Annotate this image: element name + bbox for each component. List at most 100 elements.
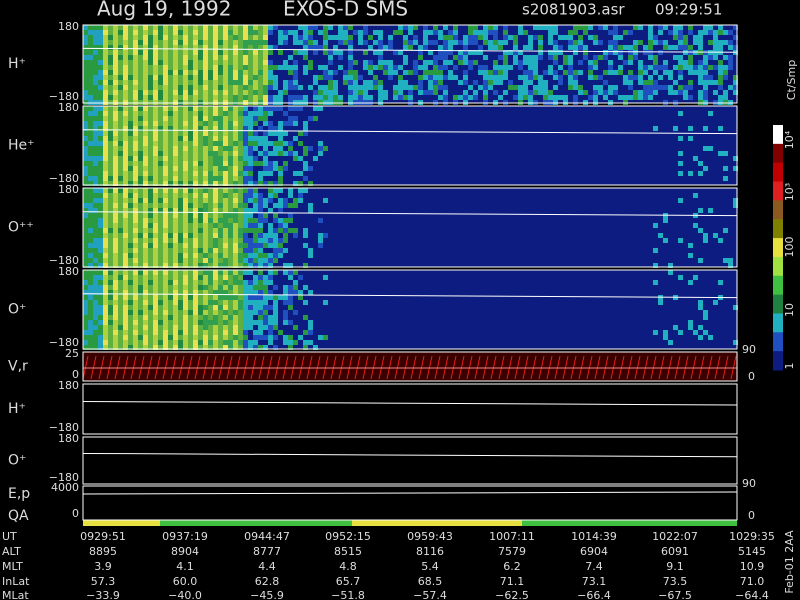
spectrogram-cell <box>658 40 663 45</box>
spectrogram-cell <box>133 50 138 55</box>
spectrogram-cell <box>298 25 303 30</box>
spectrogram-cell <box>488 40 493 45</box>
spectrogram-cell <box>113 106 118 111</box>
spectrogram-cell <box>433 85 438 90</box>
spectrogram-cell <box>153 275 158 280</box>
spectrogram-cell <box>198 310 203 315</box>
spectrogram-cell <box>163 258 168 263</box>
spectrogram-cell <box>278 50 283 55</box>
spectrogram-cell <box>263 141 268 146</box>
colorbar-segment <box>773 143 783 164</box>
spectrogram-cell <box>158 335 163 340</box>
spectrogram-cell <box>233 193 238 198</box>
spectrogram-cell <box>128 305 133 310</box>
spectrogram-cell <box>178 50 183 55</box>
spectrogram-cell <box>718 70 723 75</box>
spectrogram-cell <box>183 340 188 345</box>
spectrogram-cell <box>233 258 238 263</box>
spectrogram-cell <box>258 233 263 238</box>
spectrogram-cell <box>123 146 128 151</box>
spectrogram-cell <box>288 70 293 75</box>
spectrogram-cell <box>313 90 318 95</box>
spectrogram-cell <box>138 320 143 325</box>
spectrogram-cell <box>238 65 243 70</box>
spectrogram-cell <box>183 171 188 176</box>
spectrogram-cell <box>113 285 118 290</box>
spectrogram-cell <box>263 166 268 171</box>
spectrogram-cell <box>138 116 143 121</box>
spectrogram-cell <box>718 126 723 131</box>
table-cell: 71.1 <box>500 575 525 588</box>
spectrogram-cell <box>218 171 223 176</box>
spectrogram-cell <box>128 243 133 248</box>
spectrogram-cell <box>223 218 228 223</box>
spectrogram-cell <box>563 55 568 60</box>
spectrogram-cell <box>208 75 213 80</box>
spectrogram-cell <box>118 320 123 325</box>
spectrogram-cell <box>88 90 93 95</box>
spectrogram-cell <box>128 166 133 171</box>
spectrogram-cell <box>118 131 123 136</box>
spectrogram-cell <box>468 40 473 45</box>
spectrogram-cell <box>148 345 153 350</box>
spectrogram-cell <box>258 106 263 111</box>
spectrogram-cell <box>113 290 118 295</box>
spectrogram-cell <box>103 146 108 151</box>
spectrogram-cell <box>588 25 593 30</box>
spectrogram-cell <box>428 75 433 80</box>
spectrogram-cell <box>703 310 708 315</box>
spectrogram-cell <box>173 171 178 176</box>
spectrogram-cell <box>288 55 293 60</box>
spectrogram-cell <box>698 95 703 100</box>
spectrogram-cell <box>173 65 178 70</box>
spectrogram-cell <box>98 300 103 305</box>
spectrogram-cell <box>723 95 728 100</box>
spectrogram-cell <box>103 60 108 65</box>
spectrogram-cell <box>473 30 478 35</box>
spectrogram-cell <box>513 50 518 55</box>
spectrogram-cell <box>248 315 253 320</box>
spectrogram-cell <box>83 335 88 340</box>
spectrogram-cell <box>228 70 233 75</box>
spectrogram-cell <box>728 85 733 90</box>
spectrogram-cell <box>363 30 368 35</box>
spectrogram-cell <box>163 106 168 111</box>
spectrogram-cell <box>188 270 193 275</box>
spectrogram-cell <box>83 330 88 335</box>
spectrogram-cell <box>203 126 208 131</box>
spectrogram-cell <box>108 141 113 146</box>
spectrogram-cell <box>153 208 158 213</box>
spectrogram-cell <box>178 161 183 166</box>
spectrogram-cell <box>218 188 223 193</box>
spectrogram-cell <box>273 285 278 290</box>
spectrogram-cell <box>93 60 98 65</box>
spectrogram-cell <box>158 70 163 75</box>
spectrogram-cell <box>183 325 188 330</box>
spectrogram-cell <box>418 50 423 55</box>
spectrogram-cell <box>198 345 203 350</box>
spectrogram-cell <box>148 146 153 151</box>
spectrogram-cell <box>183 146 188 151</box>
spectrogram-cell <box>168 325 173 330</box>
spectrogram-cell <box>358 95 363 100</box>
spectrogram-cell <box>108 258 113 263</box>
spectrogram-cell <box>83 263 88 268</box>
spectrogram-cell <box>283 248 288 253</box>
spectrogram-cell <box>238 305 243 310</box>
spectrogram-cell <box>698 35 703 40</box>
spectrogram-cell <box>213 161 218 166</box>
spectrogram-cell <box>118 305 123 310</box>
row-label: ALT <box>2 545 21 558</box>
spectrogram-cell <box>193 258 198 263</box>
spectrogram-cell <box>643 45 648 50</box>
spectrogram-cell <box>408 25 413 30</box>
spectrogram-cell <box>568 45 573 50</box>
spectrogram-cell <box>648 95 653 100</box>
spectrogram-cell <box>138 90 143 95</box>
spectrogram-cell <box>678 75 683 80</box>
spectrogram-cell <box>213 45 218 50</box>
spectrogram-cell <box>238 156 243 161</box>
spectrogram-cell <box>583 45 588 50</box>
spectrogram-cell <box>203 30 208 35</box>
spectrogram-cell <box>233 295 238 300</box>
